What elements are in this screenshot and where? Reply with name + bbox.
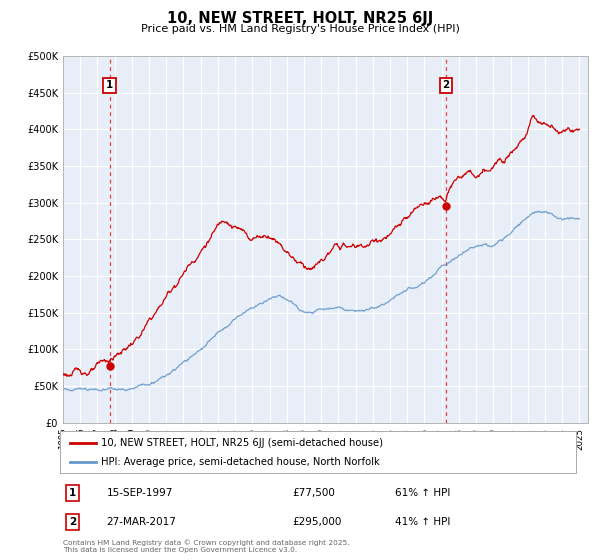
Text: HPI: Average price, semi-detached house, North Norfolk: HPI: Average price, semi-detached house,… xyxy=(101,457,380,467)
Text: 2: 2 xyxy=(69,517,77,528)
Text: Contains HM Land Registry data © Crown copyright and database right 2025.
This d: Contains HM Land Registry data © Crown c… xyxy=(63,539,350,553)
Text: 61% ↑ HPI: 61% ↑ HPI xyxy=(395,488,451,498)
Text: 2: 2 xyxy=(442,80,449,90)
Text: 27-MAR-2017: 27-MAR-2017 xyxy=(106,517,176,528)
Text: 1: 1 xyxy=(69,488,77,498)
Text: £295,000: £295,000 xyxy=(292,517,341,528)
Text: Price paid vs. HM Land Registry's House Price Index (HPI): Price paid vs. HM Land Registry's House … xyxy=(140,24,460,34)
Text: 10, NEW STREET, HOLT, NR25 6JJ: 10, NEW STREET, HOLT, NR25 6JJ xyxy=(167,11,433,26)
Text: 41% ↑ HPI: 41% ↑ HPI xyxy=(395,517,451,528)
Text: 10, NEW STREET, HOLT, NR25 6JJ (semi-detached house): 10, NEW STREET, HOLT, NR25 6JJ (semi-det… xyxy=(101,437,383,447)
Text: 15-SEP-1997: 15-SEP-1997 xyxy=(106,488,173,498)
Text: £77,500: £77,500 xyxy=(292,488,335,498)
Text: 1: 1 xyxy=(106,80,113,90)
